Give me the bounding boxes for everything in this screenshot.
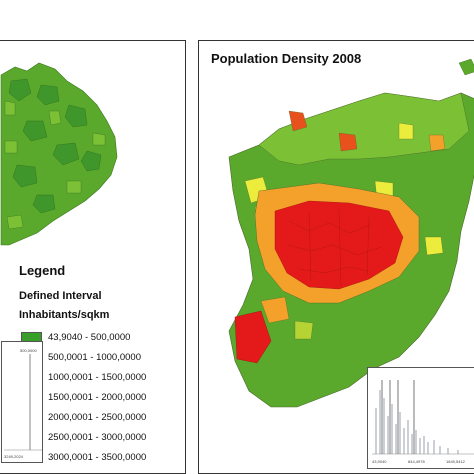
legend-unit: Inhabitants/sqkm [19, 309, 110, 321]
right-map-panel: Population Density 2008 [198, 40, 474, 474]
inset-tick-label: 43,9040 [372, 459, 387, 464]
right-histogram-inset: 43,9040 844,4978 1649,5412 [367, 367, 474, 469]
legend-title: Legend [19, 263, 66, 278]
inset-tick-label: 3249,2024 [4, 454, 24, 459]
inset-tick-label: 844,4978 [408, 459, 425, 464]
legend-class-label: 43,9040 - 500,0000 [48, 331, 131, 343]
left-histogram-inset: 500,0000 3249,2024 [1, 341, 43, 463]
left-density-map [0, 62, 118, 246]
inset-tick-label: 1649,5412 [446, 459, 466, 464]
legend-subtitle: Defined Interval [19, 290, 102, 302]
legend-class-label: 1000,0001 - 1500,0000 [48, 371, 147, 383]
map-title: Population Density 2008 [211, 51, 362, 66]
legend-class-label: 1500,0001 - 2000,0000 [48, 391, 147, 403]
left-map-panel: Legend Defined Interval Inhabitants/sqkm… [0, 40, 186, 474]
right-density-map [228, 58, 474, 408]
legend-class-label: 3000,0001 - 3500,0000 [48, 451, 147, 463]
inset-tick-label: 500,0000 [20, 348, 37, 353]
legend-class-label: 2500,0001 - 3000,0000 [48, 431, 147, 443]
legend-class-label: 2000,0001 - 2500,0000 [48, 411, 147, 423]
legend-class-label: 500,0001 - 1000,0000 [48, 351, 141, 363]
